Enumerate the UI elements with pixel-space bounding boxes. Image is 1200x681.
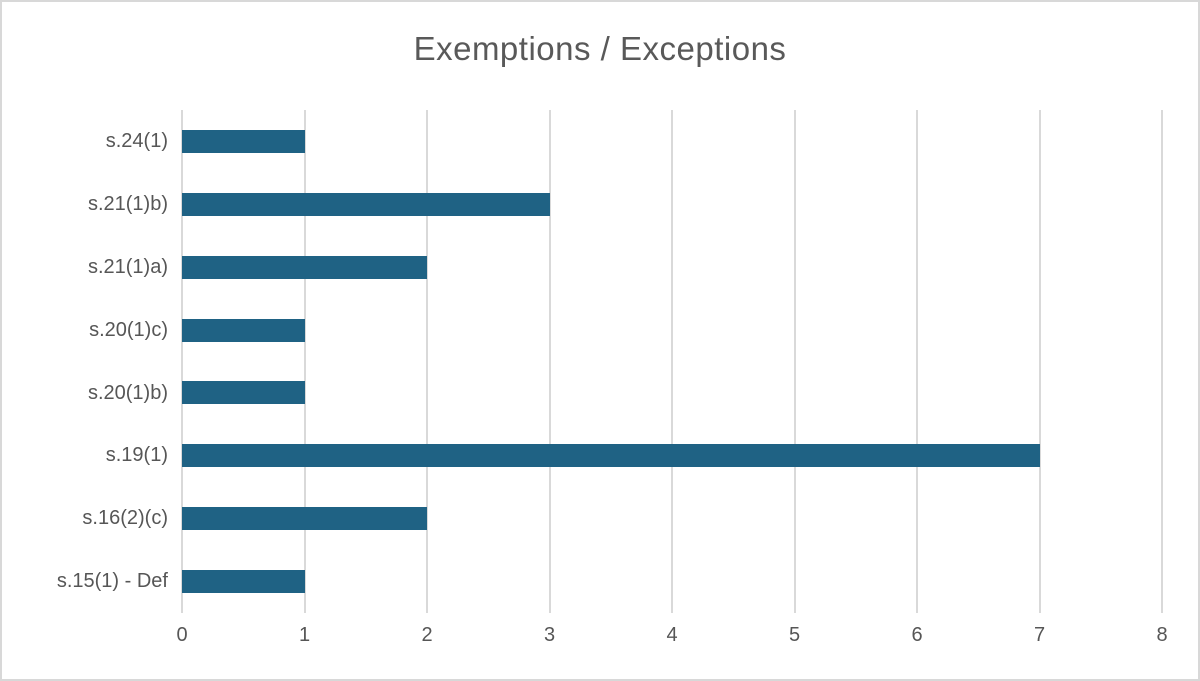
x-tick-label: 6 (911, 624, 923, 646)
bar (182, 444, 1040, 468)
chart-title: Exemptions / Exceptions (413, 30, 787, 67)
x-tick-label: 3 (543, 624, 556, 646)
category-label: s.20(1)c) (89, 318, 168, 341)
x-tick-label: 2 (421, 624, 433, 646)
gridline (303, 110, 306, 613)
gridline (916, 110, 918, 613)
bar (182, 192, 550, 216)
category-label: s.20(1)b) (87, 381, 168, 404)
category-label: s.21(1)a) (87, 255, 168, 278)
x-tick-label: 7 (1033, 624, 1046, 646)
category-label: s.21(1)b) (87, 192, 168, 215)
bar (182, 507, 427, 531)
category-label: s.24(1) (105, 130, 168, 152)
bar (182, 255, 427, 279)
x-tick-label: 4 (666, 624, 678, 646)
bar (182, 570, 305, 594)
x-tick-label: 8 (1156, 624, 1168, 646)
bar (182, 381, 305, 405)
gridline (671, 110, 673, 613)
x-tick-label: 0 (176, 624, 188, 646)
bar (182, 129, 305, 153)
x-tick-label: 5 (788, 624, 801, 646)
gridline (181, 110, 183, 613)
gridline (1038, 110, 1041, 613)
gridline (426, 110, 428, 613)
gridline (1161, 110, 1163, 613)
category-label: s.15(1) - Def (56, 570, 168, 593)
plot-area (181, 110, 1163, 613)
category-label: s.16(2)(c) (82, 507, 168, 530)
bar (182, 318, 305, 342)
gridline (793, 110, 796, 613)
gridline (548, 110, 551, 613)
category-label: s.19(1) (105, 444, 168, 467)
x-tick-label: 1 (298, 624, 311, 646)
